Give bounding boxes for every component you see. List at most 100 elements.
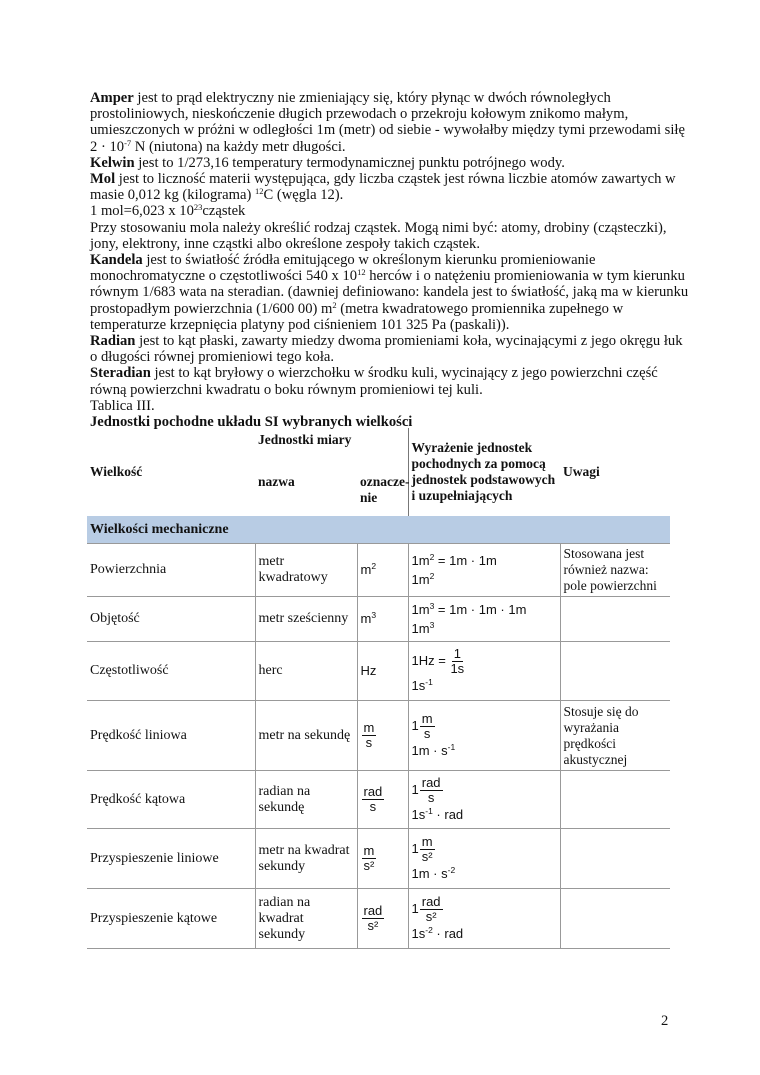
superscript: 12 <box>357 267 366 278</box>
expression-line: 1s-1 <box>412 676 557 695</box>
fraction: rad s² <box>419 894 443 924</box>
text-line: Radian jest to kąt płaski, zawarty miedz… <box>90 333 688 349</box>
expression-line: 1 rad s² <box>411 894 557 924</box>
text-segment: jest to liczność materii występująca, gd… <box>115 171 676 188</box>
denominator: s <box>365 735 373 750</box>
text-line: temperaturze krzepnięcia platyny pod ciś… <box>90 317 688 333</box>
text-segment: Przy stosowaniu mola należy określić rod… <box>90 219 667 236</box>
expression-cell: 1 rad s 1s-1 · rad <box>407 770 561 829</box>
unit-symbol-cell: m2 <box>356 543 409 597</box>
text-line: monochromatyczne o częstotliwości 540 x … <box>90 268 688 284</box>
table-subheader-row: nazwa oznacze-nie <box>87 474 670 516</box>
formula-text: = 1m · 1m <box>434 553 497 568</box>
unit-name-cell: herc <box>254 641 357 701</box>
header-expression: Wyrażenie jednostek pochodnych za pomocą… <box>407 428 561 516</box>
unit-name-cell: metr na kwadrat sekundy <box>254 828 357 889</box>
notes-cell: Stosowana jest również nazwa: pole powie… <box>559 543 671 597</box>
expression-cell: 1 m s 1m · s-1 <box>407 700 561 771</box>
fraction: rad s <box>419 774 443 805</box>
text-line: Jednostki pochodne układu SI wybranych w… <box>90 414 688 430</box>
quantity-cell: Prędkość kątowa <box>87 770 255 829</box>
expression-line: 1m · s-2 <box>412 864 557 883</box>
term-label: Kandela <box>90 252 143 269</box>
text-line: 1 mol=6,023 x 1023cząstek <box>90 203 688 219</box>
text-line: jony, elektrony, inne cząstki albo okreś… <box>90 236 688 252</box>
expression-line: 1 m s² <box>412 833 557 864</box>
unit-symbol-cell: rad s² <box>356 888 409 949</box>
text-line: równą powierzchni kwadratu o boku równym… <box>90 382 688 398</box>
expression-line: 1m3 = 1m · 1m · 1m <box>412 600 557 619</box>
term-label: Radian <box>90 333 136 350</box>
expression-line: 1m · s-1 <box>412 741 557 760</box>
notes-cell <box>559 888 671 949</box>
formula-exponent: -1 <box>425 805 433 816</box>
text-segment: cząstek <box>202 203 246 220</box>
expression-cell: 1 rad s² 1s-2 · rad <box>407 888 561 949</box>
unit-symbol-cell: rad s <box>356 770 409 829</box>
text-line: o długości równej promieniowi tego koła. <box>90 349 688 365</box>
notes-cell: Stosuje się do wyrażania prędkości akust… <box>559 700 671 771</box>
text-segment: równym 1/683 wata na steradian. (dawniej… <box>90 284 689 301</box>
text-segment: jest to światłość źródła emitującego w o… <box>142 252 596 269</box>
text-line: umieszczonych w próżni w odległości 1m (… <box>90 122 688 138</box>
formula-text: 1s <box>411 678 426 693</box>
formula-text: 1 <box>411 781 419 797</box>
term-label: Amper <box>90 90 134 106</box>
numerator: m <box>361 843 377 859</box>
text-segment: jest to kąt płaski, zawarty miedzy dwoma… <box>135 333 683 350</box>
expression-cell: 1m3 = 1m · 1m · 1m 1m3 <box>407 596 561 642</box>
text-line: 2 · 10-7 N (niutona) na każdy metr długo… <box>90 137 688 155</box>
text-segment: herców i o natężeniu promieniowania w ty… <box>365 268 685 285</box>
formula-text: m <box>360 562 372 577</box>
text-line: Steradian jest to kąt bryłowy o wierzcho… <box>90 365 688 381</box>
term-label: Mol <box>90 171 116 188</box>
quantity-cell: Prędkość liniowa <box>87 700 255 771</box>
denominator: s <box>427 789 435 805</box>
numerator: rad <box>419 774 443 791</box>
formula-exponent: -1 <box>425 677 433 687</box>
formula-exponent: 2 <box>429 571 435 581</box>
text-segment: masie 0,012 kg (kilograma) <box>90 187 255 204</box>
quantity-cell: Objętość <box>87 596 255 642</box>
formula-exponent: 3 <box>429 601 435 611</box>
table-row: Powierzchnia metr kwadratowy m2 1m2 = 1m · … <box>87 543 671 597</box>
text-segment: C (węgla 12). <box>263 187 344 204</box>
text-line: prostoliniowych, nieskończenie długich p… <box>90 106 688 122</box>
denominator: s² <box>425 908 437 924</box>
formula-exponent: 2 <box>371 561 377 571</box>
expression-line: 1 rad s <box>411 774 557 805</box>
formula-text: 1 <box>411 900 419 916</box>
formula-exponent: 3 <box>371 610 377 620</box>
expression-cell: 1 m s² 1m · s-2 <box>407 828 561 889</box>
text-segment: 2 · 10 <box>90 138 125 155</box>
text-segment: N (niutona) na każdy metr długości. <box>131 138 346 155</box>
section-title: Wielkości mechaniczne <box>87 516 671 544</box>
intro-text: Amper jest to prąd elektryczny nie zmien… <box>90 90 688 430</box>
unit-symbol-cell: Hz <box>356 641 409 701</box>
numerator: 1 <box>451 646 463 662</box>
text-segment: prostoliniowych, nieskończenie długich p… <box>90 106 629 123</box>
header-symbol: oznacze-nie <box>360 474 410 505</box>
text-segment: umieszczonych w próżni w odległości 1m (… <box>90 122 685 139</box>
fraction: 1 1s <box>450 647 464 676</box>
unit-symbol-cell: m s² <box>356 828 409 889</box>
quantity-cell: Przyspieszenie kątowe <box>87 888 255 949</box>
denominator: s <box>423 725 431 741</box>
unit-name-cell: metr na sekundę <box>254 700 357 771</box>
header-quantity: Wielkość <box>90 464 143 479</box>
expression-line: 1m3 <box>412 619 557 638</box>
formula-exponent: -1 <box>447 741 456 752</box>
superscript: 2 <box>332 299 337 310</box>
numerator: m <box>419 833 435 850</box>
superscript: -7 <box>124 137 132 148</box>
expression-line: 1m2 <box>412 570 557 589</box>
denominator: 1s <box>450 661 465 676</box>
notes-cell <box>559 828 671 889</box>
header-name: nazwa <box>258 474 295 489</box>
text-segment: monochromatyczne o częstotliwości 540 x … <box>90 268 358 285</box>
numerator: rad <box>361 903 385 919</box>
fraction: m s² <box>361 843 377 873</box>
